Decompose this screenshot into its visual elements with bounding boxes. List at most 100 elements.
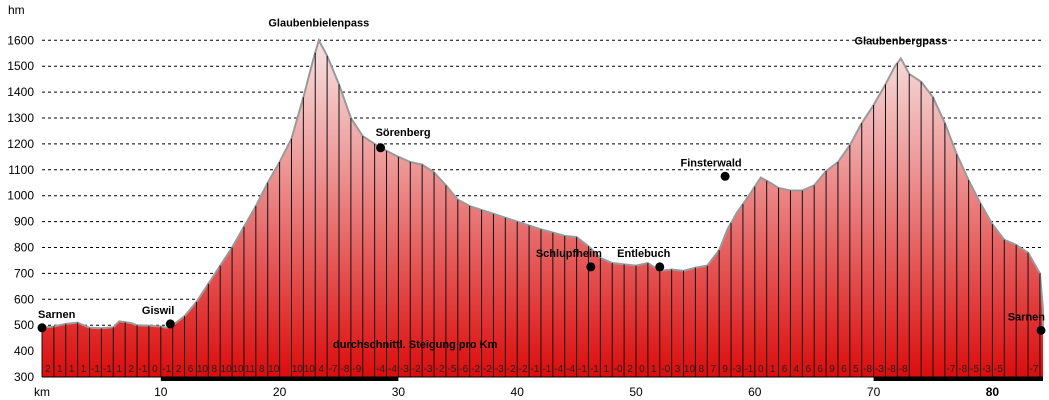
gradient-label: -3: [424, 364, 433, 375]
gradient-label: -4: [376, 364, 385, 375]
x-tick-label: 10: [154, 385, 168, 399]
x-tick-label: 20: [273, 385, 287, 399]
gradient-label: -1: [590, 364, 599, 375]
gradient-label: 6: [805, 364, 811, 375]
gradient-label: 8: [699, 364, 705, 375]
gradient-label: 3: [675, 364, 681, 375]
y-axis: hm 300 400 500 600 700 800 900 1000 1100 1200 1300…: [7, 3, 34, 384]
waypoint-label: Sarnen: [38, 309, 76, 321]
waypoint-label: Finsterwald: [681, 157, 742, 169]
waypoint-dot: [376, 143, 386, 153]
x-tick-label: 30: [392, 385, 406, 399]
gradient-label: 10: [197, 364, 209, 375]
x-tick-label: km: [34, 385, 50, 399]
y-tick-label: 700: [14, 266, 34, 280]
gradient-label: -4: [388, 364, 397, 375]
x-tick-label: 40: [511, 385, 525, 399]
gradient-label: -1: [744, 364, 753, 375]
gradient-label: -5: [994, 364, 1003, 375]
gradient-label: 1: [651, 364, 657, 375]
gradient-label: -2: [507, 364, 516, 375]
gradient-label: -9: [352, 364, 361, 375]
y-tick-label: 800: [14, 241, 34, 255]
gradient-label: 6: [188, 364, 194, 375]
waypoint-label: Glaubenbielenpass: [268, 17, 369, 29]
x-tick-label: 50: [629, 385, 643, 399]
x-tick-label: 80: [986, 385, 1000, 399]
y-tick-label: 1400: [7, 85, 34, 99]
gradient-label: 2: [128, 364, 134, 375]
gradient-label: -3: [495, 364, 504, 375]
gradient-label: -2: [436, 364, 445, 375]
gradient-label: -7: [1030, 364, 1039, 375]
y-tick-label: 500: [14, 318, 34, 332]
gradient-label: -1: [103, 364, 112, 375]
gradient-label: -4: [554, 364, 563, 375]
waypoint-dot: [655, 262, 665, 272]
waypoint-dot: [1036, 325, 1046, 335]
waypoint-label: Giswil: [142, 305, 174, 317]
y-tick-label: 400: [14, 344, 34, 358]
gradient-label: 8: [211, 364, 217, 375]
gradient-label: -2: [412, 364, 421, 375]
gradient-label: 0: [639, 364, 645, 375]
gradient-labels: 2 1 1 1 -1 -1 1 2 -1 0 -1 2 6 10 8 10 10 11 8 10 10 10 4 -7 -8 -9…: [45, 364, 1039, 375]
x-axis-segment: [873, 377, 1043, 381]
profile-fill: [42, 40, 1043, 378]
x-tick-label: 70: [867, 385, 881, 399]
gradient-label: -1: [162, 364, 171, 375]
gradient-label: 10: [292, 364, 304, 375]
waypoint-label: Schlupfheim: [536, 248, 602, 260]
waypoint-label: Sörenberg: [376, 127, 431, 139]
gradient-label: 10: [221, 364, 233, 375]
waypoints: Sarnen Giswil Glaubenbielenpass Sörenberg Sc…: [37, 17, 1046, 335]
gradient-label: 2: [45, 364, 51, 375]
gradient-label: 1: [604, 364, 610, 375]
y-tick-label: 600: [14, 292, 34, 306]
gradient-label: 2: [176, 364, 182, 375]
gradient-label: -8: [340, 364, 349, 375]
x-tick-label: 60: [748, 385, 762, 399]
waypoint-dot: [720, 171, 730, 181]
gradient-label: -8: [887, 364, 896, 375]
y-tick-label: 1200: [7, 137, 34, 151]
gradient-label: -1: [91, 364, 100, 375]
gradient-label: 0: [758, 364, 764, 375]
gradient-label: -1: [139, 364, 148, 375]
waypoint-label: Sarnen: [1008, 311, 1046, 323]
gradient-label: 0: [152, 364, 158, 375]
gradient-label: 9: [829, 364, 835, 375]
gradient-label: -3: [875, 364, 884, 375]
waypoint-dot: [586, 262, 596, 272]
gradient-label: -7: [946, 364, 955, 375]
gradient-label: 9: [722, 364, 728, 375]
gradient-label: 6: [841, 364, 847, 375]
gradient-label: 10: [232, 364, 244, 375]
gradient-label: -3: [982, 364, 991, 375]
gradient-label: 4: [794, 364, 800, 375]
gradient-label: -8: [863, 364, 872, 375]
gradient-label: 1: [81, 364, 87, 375]
gradient-label: 6: [817, 364, 823, 375]
x-axis: km 10 20 30 40 50 60 70 80: [34, 376, 1043, 399]
y-tick-label: 1000: [7, 189, 34, 203]
y-tick-label: 1300: [7, 111, 34, 125]
y-tick-label: 1500: [7, 59, 34, 73]
waypoint-label: Entlebuch: [617, 248, 670, 260]
y-axis-unit: hm: [8, 3, 25, 17]
gradient-label: 1: [57, 364, 63, 375]
gradient-label: -3: [400, 364, 409, 375]
gradient-label: -5: [970, 364, 979, 375]
gradient-label: 10: [304, 364, 316, 375]
waypoint-dot: [37, 323, 47, 333]
gradient-label: -3: [733, 364, 742, 375]
waypoint-label: Glaubenbergpass: [854, 35, 947, 47]
gradient-label: -1: [531, 364, 540, 375]
gradient-label: -7: [329, 364, 338, 375]
y-tick-label: 1100: [8, 163, 34, 177]
gradient-label: -4: [566, 364, 575, 375]
gradient-label: -8: [958, 364, 967, 375]
gradient-label: -8: [899, 364, 908, 375]
gradient-label: -1: [542, 364, 551, 375]
